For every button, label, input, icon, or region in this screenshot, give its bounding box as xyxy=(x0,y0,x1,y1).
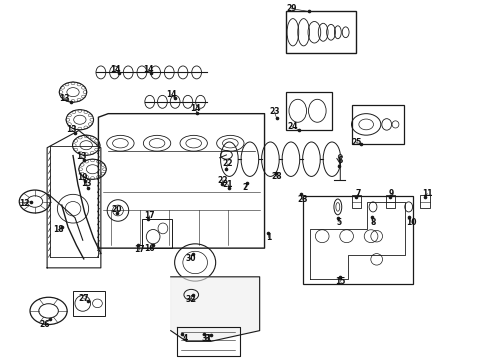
Text: 30: 30 xyxy=(185,255,196,264)
Text: 31: 31 xyxy=(202,334,212,343)
Text: 25: 25 xyxy=(351,138,362,147)
Bar xyxy=(352,105,404,144)
Text: 13: 13 xyxy=(76,152,87,161)
Text: 27: 27 xyxy=(78,294,89,303)
Text: 32: 32 xyxy=(185,294,196,303)
Text: 2: 2 xyxy=(243,183,247,192)
Text: 21: 21 xyxy=(222,180,233,189)
Text: 10: 10 xyxy=(406,218,416,227)
Text: 5: 5 xyxy=(337,218,342,227)
Text: 14: 14 xyxy=(167,90,177,99)
Text: 20: 20 xyxy=(112,205,122,214)
Text: 22: 22 xyxy=(218,176,228,185)
Bar xyxy=(73,291,105,316)
Text: 22: 22 xyxy=(222,159,233,168)
Text: 14: 14 xyxy=(190,104,200,113)
Bar xyxy=(420,195,430,208)
Bar xyxy=(351,195,361,208)
Text: 16: 16 xyxy=(145,244,155,253)
Bar xyxy=(386,195,395,208)
Text: 8: 8 xyxy=(371,218,376,227)
Text: 7: 7 xyxy=(356,189,361,198)
Text: 28: 28 xyxy=(271,172,282,181)
Text: 4: 4 xyxy=(183,334,188,343)
Text: 17: 17 xyxy=(145,211,155,220)
Bar xyxy=(303,196,413,284)
Text: 13: 13 xyxy=(66,125,77,134)
Text: 15: 15 xyxy=(335,276,345,285)
Text: 13: 13 xyxy=(81,179,92,188)
Text: 26: 26 xyxy=(39,320,50,329)
Polygon shape xyxy=(171,277,260,341)
Text: 11: 11 xyxy=(422,189,433,198)
Text: 18: 18 xyxy=(53,225,64,234)
Text: 13: 13 xyxy=(59,94,70,103)
Text: 12: 12 xyxy=(19,199,29,208)
Text: 6: 6 xyxy=(338,156,343,165)
Text: 3: 3 xyxy=(204,334,210,343)
Text: 24: 24 xyxy=(287,122,297,131)
Text: 14: 14 xyxy=(110,65,121,74)
Text: 9: 9 xyxy=(389,189,394,198)
Text: 29: 29 xyxy=(286,4,296,13)
Text: 17: 17 xyxy=(135,246,145,255)
Text: 19: 19 xyxy=(77,173,88,182)
Bar xyxy=(286,92,332,130)
Text: 1: 1 xyxy=(266,233,271,242)
Ellipse shape xyxy=(338,154,342,159)
Bar xyxy=(286,12,356,53)
Bar xyxy=(143,220,172,248)
Text: 23: 23 xyxy=(297,195,308,204)
Text: 23: 23 xyxy=(269,107,280,116)
Text: 14: 14 xyxy=(143,65,153,74)
